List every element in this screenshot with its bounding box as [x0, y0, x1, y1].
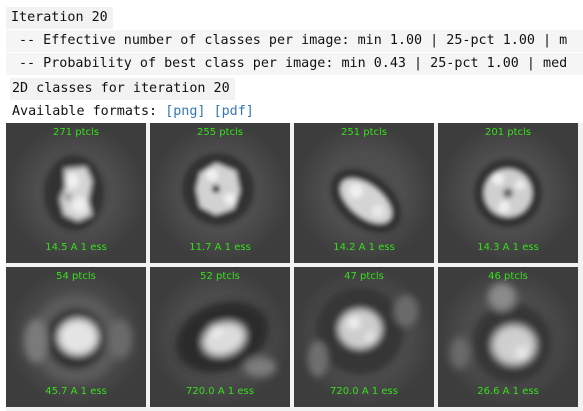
particle-count: 255 ptcls [196, 127, 244, 138]
class-average-image [6, 267, 146, 407]
particle-count: 54 ptcls [56, 271, 96, 282]
class-average-image [150, 123, 290, 263]
available-formats: Available formats: [png] [pdf] [12, 101, 254, 123]
particle-count: 271 ptcls [52, 127, 100, 138]
class-tile-3: 251 ptcls 14.2 A 1 ess [294, 123, 434, 263]
iteration-header: Iteration 20 [6, 7, 113, 29]
resolution-label: 14.5 A 1 ess [45, 242, 107, 253]
class-average-image [294, 123, 434, 263]
class-tile-2: 255 ptcls 11.7 A 1 ess [150, 123, 290, 263]
class-tile-7: 47 ptcls 720.0 A 1 ess [294, 267, 434, 407]
particle-count: 47 ptcls [344, 271, 384, 282]
class-tile-8: 46 ptcls 26.6 A 1 ess [438, 267, 578, 407]
resolution-label: 26.6 A 1 ess [477, 386, 539, 397]
classes-caption: 2D classes for iteration 20 [10, 78, 235, 100]
particle-count: 251 ptcls [340, 127, 388, 138]
log-best-class-probability: -- Probability of best class per image: … [6, 53, 583, 75]
log-effective-classes: -- Effective number of classes per image… [6, 30, 583, 52]
class-average-image [294, 267, 434, 407]
particle-count: 201 ptcls [484, 127, 532, 138]
class-average-image [6, 123, 146, 263]
class-tile-1: 271 ptcls 14.5 A 1 ess [6, 123, 146, 263]
particle-count: 52 ptcls [200, 271, 240, 282]
resolution-label: 720.0 A 1 ess [186, 386, 254, 397]
class-averages-grid: 271 ptcls 14.5 A 1 ess 255 ptcls 11.7 A … [6, 123, 583, 411]
formats-label: Available formats: [12, 104, 158, 119]
resolution-label: 14.3 A 1 ess [477, 242, 539, 253]
resolution-label: 14.2 A 1 ess [333, 242, 395, 253]
class-average-image [438, 267, 578, 407]
particle-count: 46 ptcls [488, 271, 528, 282]
png-link[interactable]: [png] [165, 104, 206, 119]
resolution-label: 45.7 A 1 ess [45, 386, 107, 397]
class-average-image [150, 267, 290, 407]
resolution-label: 720.0 A 1 ess [330, 386, 398, 397]
class-average-image [438, 123, 578, 263]
class-tile-5: 54 ptcls 45.7 A 1 ess [6, 267, 146, 407]
pdf-link[interactable]: [pdf] [213, 104, 254, 119]
class-tile-4: 201 ptcls 14.3 A 1 ess [438, 123, 578, 263]
class-tile-6: 52 ptcls 720.0 A 1 ess [150, 267, 290, 407]
resolution-label: 11.7 A 1 ess [189, 242, 251, 253]
